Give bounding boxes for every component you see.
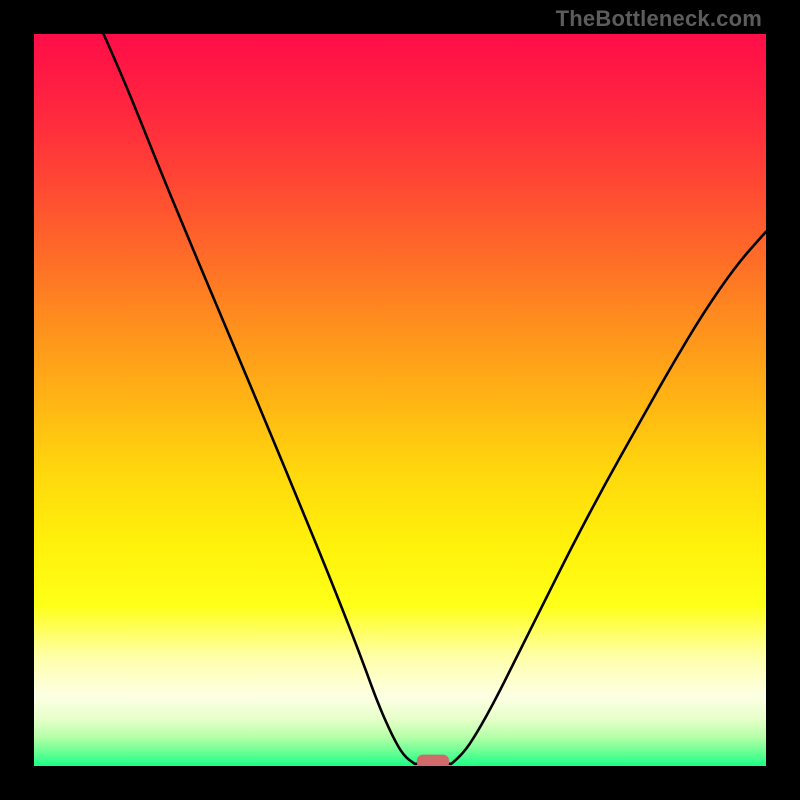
gradient-background (34, 34, 766, 766)
chart-frame: TheBottleneck.com (0, 0, 800, 800)
watermark-text: TheBottleneck.com (556, 6, 762, 32)
optimal-marker (417, 755, 449, 766)
plot-svg (34, 34, 766, 766)
plot-area (34, 34, 766, 766)
